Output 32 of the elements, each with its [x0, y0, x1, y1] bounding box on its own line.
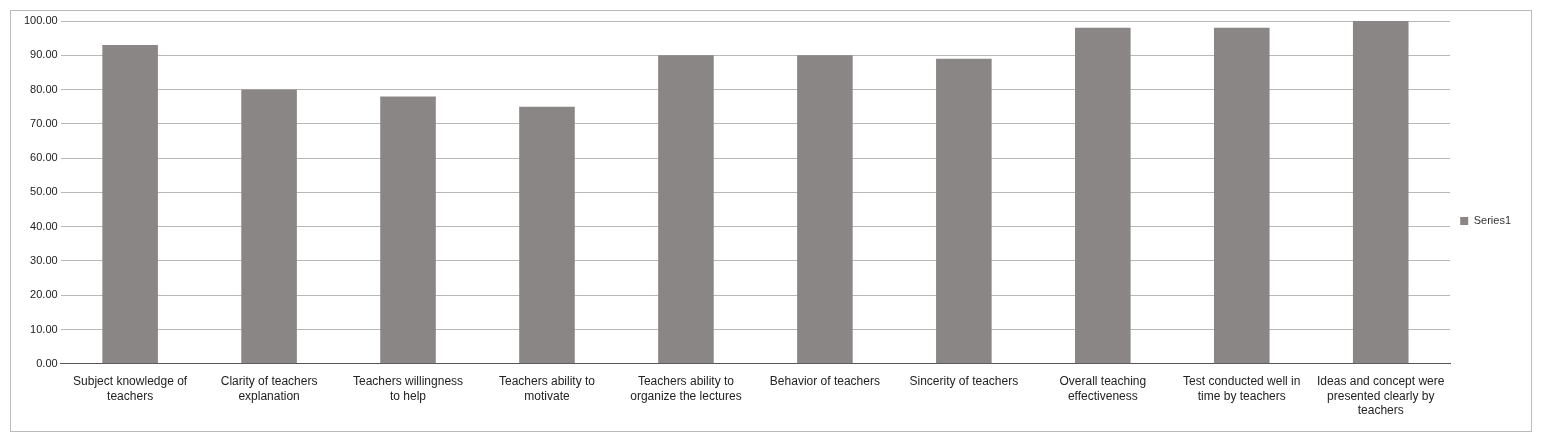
x-tick-label: Ideas and concept were presented clearly by teachers: [1317, 374, 1445, 418]
y-tick-label: 90.00: [30, 48, 58, 61]
x-tick-label: Teachers willingness to help: [353, 374, 464, 403]
y-tick-label: 60.00: [30, 151, 58, 164]
bar: [241, 89, 297, 364]
y-tick-label: 30.00: [30, 253, 58, 266]
y-tick-label: 0.00: [36, 356, 58, 369]
x-tick-label: Clarity of teachers explanation: [220, 374, 318, 403]
bar: [797, 55, 853, 364]
x-tick-label: Overall teaching effectiveness: [1059, 374, 1147, 403]
bar: [658, 55, 714, 364]
y-tick-label: 20.00: [30, 288, 58, 301]
bar: [936, 58, 992, 364]
x-tick-label: Teachers ability to motivate: [498, 374, 596, 403]
x-tick-label: Teachers ability to organize the lectures: [630, 374, 742, 403]
bar: [1075, 27, 1131, 364]
y-tick-label: 80.00: [30, 82, 58, 95]
y-tick-label: 50.00: [30, 185, 58, 198]
legend-label: Series1: [1473, 214, 1511, 227]
bar: [102, 45, 158, 364]
x-tick-label: Behavior of teachers: [769, 374, 880, 389]
bar: [380, 96, 436, 364]
y-tick-label: 10.00: [30, 322, 58, 335]
x-tick-label: Sincerity of teachers: [909, 374, 1019, 389]
x-tick-label: Test conducted well in time by teachers: [1183, 374, 1301, 403]
x-tick-label: Subject knowledge of teachers: [73, 374, 188, 403]
bar: [1352, 21, 1409, 364]
y-tick-label: 70.00: [30, 116, 58, 129]
bar: [1213, 27, 1270, 364]
bar: [519, 106, 575, 364]
y-tick-label: 100.00: [23, 14, 58, 27]
y-tick-label: 40.00: [30, 219, 58, 232]
